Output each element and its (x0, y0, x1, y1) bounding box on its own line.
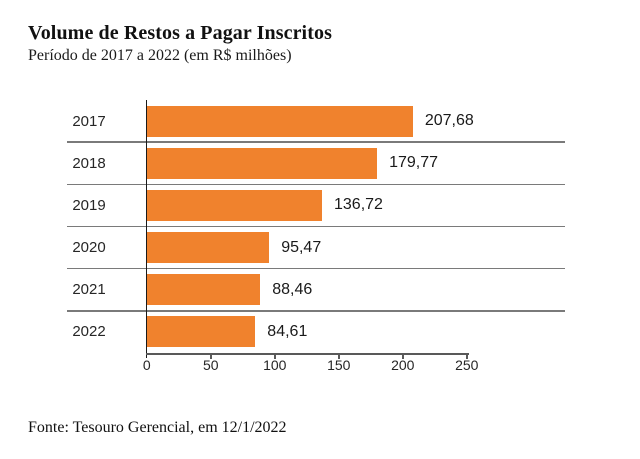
source-note: Fonte: Tesouro Gerencial, em 12/1/2022 (28, 419, 287, 436)
x-axis-tick-label: 250 (455, 357, 479, 373)
category-label: 2019 (72, 196, 106, 214)
bar-2020 (147, 232, 270, 264)
category-label: 2017 (72, 112, 106, 130)
row-separator (67, 310, 565, 312)
x-axis-tick (466, 354, 468, 359)
category-label: 2021 (72, 281, 106, 299)
x-axis-tick-label: 200 (391, 357, 415, 373)
row-separator (67, 267, 565, 270)
row-separator (67, 141, 565, 143)
bar-2022 (147, 316, 256, 348)
bar-2017 (147, 105, 413, 137)
category-label: 2020 (72, 239, 106, 257)
category-label: 2022 (72, 323, 106, 341)
bar-2021 (147, 274, 261, 306)
bar-2019 (147, 189, 322, 221)
value-label: 84,61 (267, 322, 308, 340)
chart-subtitle: Período de 2017 a 2022 (em R$ milhões) (28, 47, 292, 64)
bar-2018 (147, 147, 378, 179)
x-axis-tick (402, 354, 404, 359)
x-axis-tick-label: 100 (263, 357, 287, 373)
x-axis-tick-label: 50 (202, 357, 219, 373)
y-axis-line (145, 100, 147, 358)
x-axis-tick (274, 354, 276, 359)
x-axis-tick (338, 354, 340, 359)
bar-chart-plot: 2017 207,68 2018 179,77 2019 136,72 2020 95,47 2… (0, 100, 640, 385)
x-axis-tick-label: 0 (142, 357, 151, 373)
value-label: 95,47 (281, 238, 322, 256)
x-axis-tick-label: 150 (327, 357, 351, 373)
value-label: 88,46 (272, 280, 313, 298)
x-axis-tick (210, 354, 212, 359)
chart-title: Volume de Restos a Pagar Inscritos (28, 22, 332, 44)
x-axis-line (145, 353, 469, 355)
value-label: 136,72 (334, 196, 383, 214)
value-label: 207,68 (424, 112, 474, 130)
value-label: 179,77 (389, 154, 439, 172)
row-separator (67, 183, 565, 186)
row-separator (67, 225, 565, 228)
category-label: 2018 (72, 154, 106, 172)
